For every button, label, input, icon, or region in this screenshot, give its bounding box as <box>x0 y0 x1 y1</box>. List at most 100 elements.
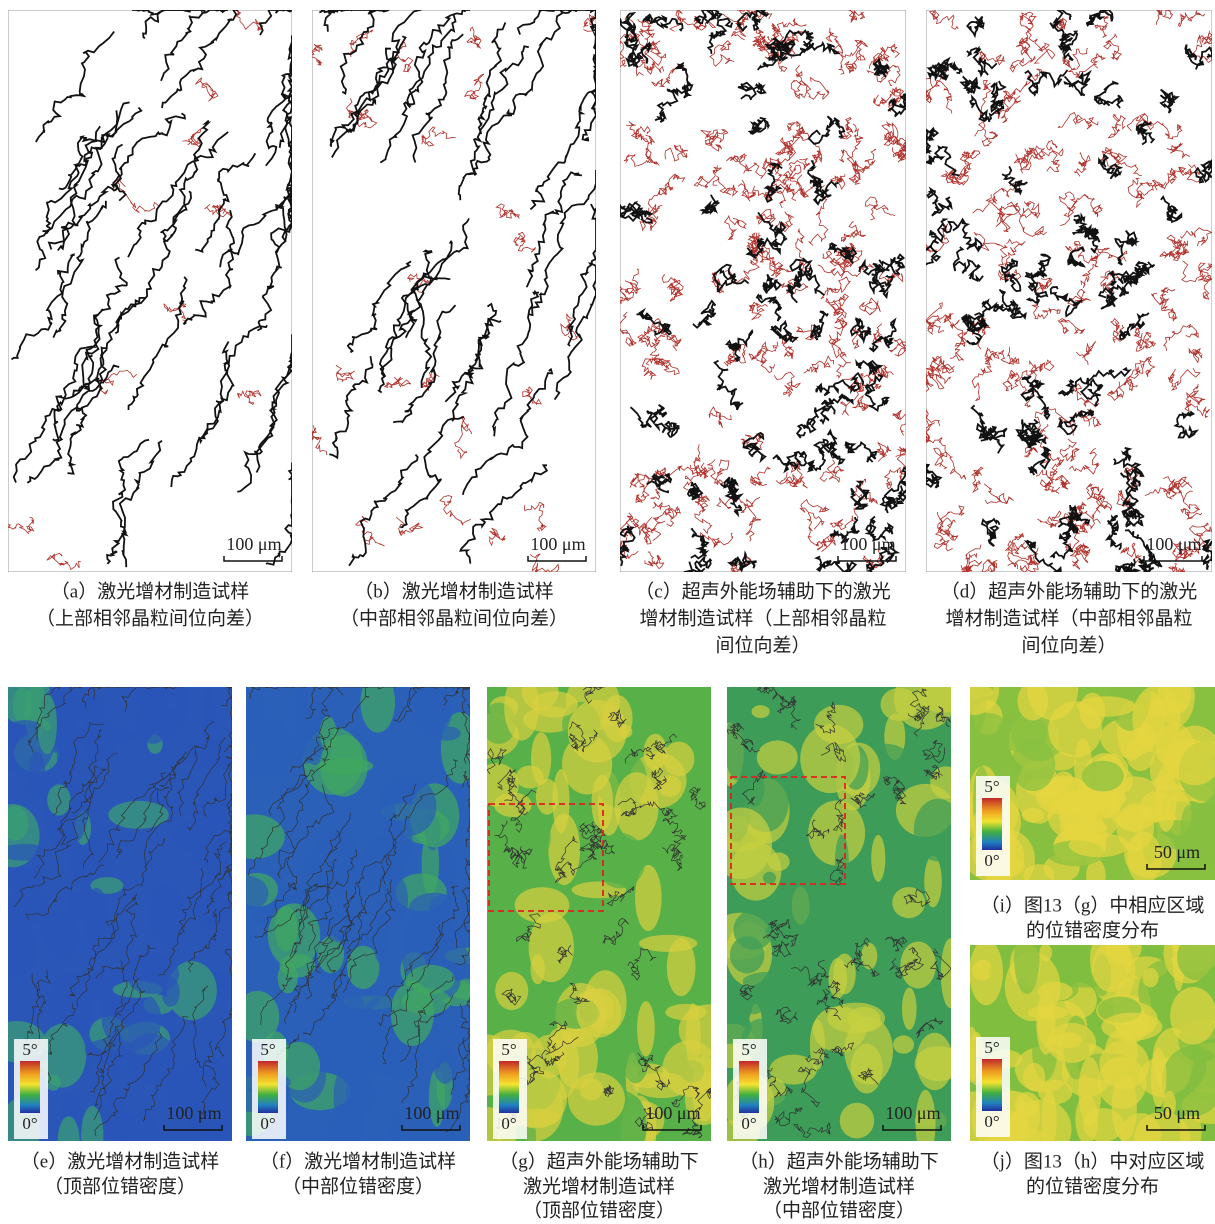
scale-bar-label: 100 μm <box>530 534 585 554</box>
caption: （顶部位错密度） <box>44 1175 196 1197</box>
blob <box>615 772 659 840</box>
blob <box>853 988 890 1005</box>
colorbar-min: 0° <box>501 1114 516 1133</box>
caption: （f）激光增材制造试样 <box>260 1150 456 1172</box>
colorbar-max: 5° <box>984 777 999 796</box>
blob <box>757 740 798 774</box>
blob <box>281 736 322 764</box>
blob <box>915 1046 963 1081</box>
blob <box>515 887 570 923</box>
image-bg <box>8 10 292 572</box>
blob <box>40 912 59 943</box>
colorbar-max: 5° <box>260 1040 275 1059</box>
blob <box>1047 1023 1096 1063</box>
caption: 间位向差） <box>715 634 810 656</box>
scale-bar-label: 100 μm <box>1146 534 1201 554</box>
blob <box>176 669 190 720</box>
blob <box>637 1001 655 1056</box>
blob <box>840 1103 874 1139</box>
blob <box>331 986 380 1012</box>
panel: 100 μm <box>620 10 906 572</box>
blob <box>1015 1092 1040 1118</box>
blob <box>941 938 960 1008</box>
panel: 5°0°100 μm <box>223 672 495 1159</box>
image <box>926 10 1212 572</box>
blob <box>733 910 773 950</box>
image <box>620 10 906 572</box>
blob <box>915 1090 935 1157</box>
caption: （e）激光增材制造试样 <box>21 1150 219 1172</box>
caption: （中部位错密度） <box>282 1175 434 1197</box>
colorbar <box>258 1061 278 1113</box>
image-bg <box>620 10 906 572</box>
blob <box>202 684 215 753</box>
scale-bar-label: 100 μm <box>840 534 895 554</box>
colorbar <box>982 798 1002 850</box>
blob <box>1011 738 1055 791</box>
caption: （上部相邻晶粒间位向差） <box>36 607 264 629</box>
colorbar-min: 0° <box>22 1114 37 1133</box>
image <box>8 10 292 572</box>
colorbar-max: 5° <box>22 1040 37 1059</box>
blob <box>85 1039 137 1062</box>
colorbar-max: 5° <box>741 1040 756 1059</box>
blob <box>568 700 627 763</box>
colorbar-max: 5° <box>984 1038 999 1057</box>
blob <box>763 872 776 884</box>
blob <box>1027 658 1078 720</box>
blob <box>383 793 396 865</box>
blob <box>752 705 770 718</box>
blob <box>851 1044 883 1094</box>
blob <box>495 972 528 1010</box>
blob <box>1101 1013 1162 1041</box>
blob <box>1069 833 1130 857</box>
caption: （g）超声外能场辅助下 <box>499 1150 699 1172</box>
blob <box>1140 791 1171 822</box>
caption: （顶部位错密度） <box>523 1199 675 1221</box>
blob <box>568 1072 625 1125</box>
blob <box>1126 736 1155 771</box>
panel: 100 μm <box>926 10 1212 572</box>
caption: （中部位错密度） <box>763 1199 915 1221</box>
blob <box>90 730 138 743</box>
caption: （j）图13（h）中对应区域 <box>981 1150 1205 1172</box>
blob <box>389 877 408 922</box>
colorbar-max: 5° <box>501 1040 516 1059</box>
colorbar <box>20 1061 40 1113</box>
blob <box>662 1040 717 1097</box>
blob <box>955 685 993 699</box>
panel: 5°0°50 μm <box>950 919 1215 1167</box>
blob <box>531 732 551 785</box>
image <box>312 10 596 572</box>
blob <box>861 943 877 970</box>
scale-bar-label: 50 μm <box>1154 1103 1200 1123</box>
caption: 增材制造试样（上部相邻晶粒 <box>639 607 886 629</box>
blob <box>827 1003 885 1034</box>
blob <box>126 953 179 994</box>
caption: 激光增材制造试样 <box>523 1175 675 1197</box>
caption: （h）超声外能场辅助下 <box>739 1150 939 1172</box>
blob <box>893 1035 914 1053</box>
blob <box>37 694 57 754</box>
blob <box>13 687 33 724</box>
blob <box>147 681 178 699</box>
blob <box>871 835 885 882</box>
scale-bar-label: 100 μm <box>226 534 281 554</box>
colorbar <box>982 1059 1002 1111</box>
blob <box>1039 944 1052 961</box>
panel: 5°0°100 μm <box>700 658 972 1157</box>
panel: 100 μm <box>8 10 292 572</box>
blob <box>349 1098 363 1153</box>
caption: （c）超声外能场辅助下的激光 <box>635 580 890 602</box>
blob <box>244 759 271 775</box>
blob <box>1077 696 1135 717</box>
caption: （d）超声外能场辅助下的激光 <box>941 580 1198 602</box>
blob <box>29 752 45 789</box>
scale-bar-label: 100 μm <box>885 1103 940 1123</box>
blob <box>149 883 185 945</box>
blob <box>1082 761 1124 792</box>
scale-bar-label: 100 μm <box>166 1103 221 1123</box>
blob <box>924 856 942 908</box>
blob <box>303 845 361 879</box>
scale-bar-label: 100 μm <box>645 1103 700 1123</box>
